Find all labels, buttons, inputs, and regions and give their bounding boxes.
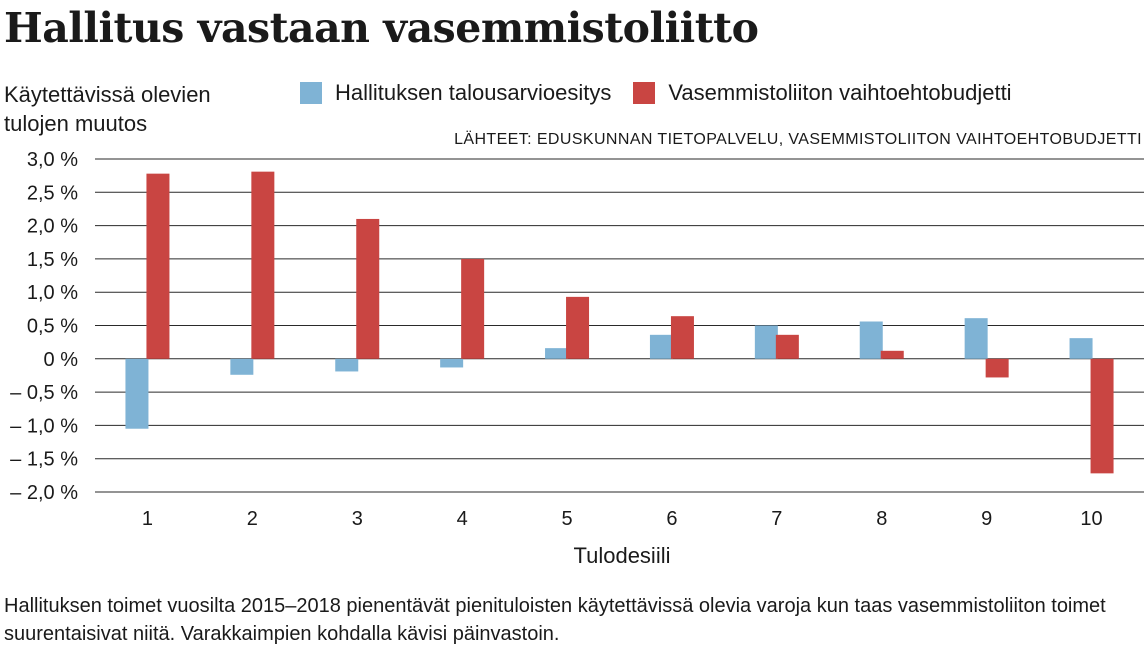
legend-item-left-alliance: Vasemmistoliiton vaihtoehtobudjetti xyxy=(633,80,1012,106)
legend-label-government: Hallituksen talousarvioesitys xyxy=(335,80,612,105)
y-tick-label: – 0,5 % xyxy=(10,382,78,404)
y-tick-label: 0 % xyxy=(44,349,79,371)
bar-left-alliance xyxy=(1090,358,1114,474)
y-axis-label: Käytettävissä olevien tulojen muutos xyxy=(4,80,211,138)
x-tick-label: 8 xyxy=(876,508,887,530)
x-tick-label: 6 xyxy=(666,508,677,530)
legend-swatch-left-alliance xyxy=(633,82,656,104)
x-tick-label: 2 xyxy=(247,508,258,530)
y-tick-label: – 1,5 % xyxy=(10,449,78,471)
bar-government xyxy=(230,358,254,375)
caption: Hallituksen toimet vuosilta 2015–2018 pi… xyxy=(4,595,1106,645)
bar-left-alliance xyxy=(880,350,904,359)
y-tick-label: – 2,0 % xyxy=(10,482,78,504)
bar-left-alliance xyxy=(146,173,170,359)
x-tick-label: 4 xyxy=(457,508,468,530)
x-tick-label: 1 xyxy=(142,508,153,530)
bar-left-alliance xyxy=(251,171,275,359)
legend-label-left-alliance: Vasemmistoliiton vaihtoehtobudjetti xyxy=(668,80,1012,105)
x-tick-label: 3 xyxy=(352,508,363,530)
bar-government xyxy=(649,334,673,359)
x-tick-label: 9 xyxy=(981,508,992,530)
x-tick-label: 5 xyxy=(561,508,572,530)
x-tick-labels: 1 2 3 4 5 6 7 8 9 10 xyxy=(142,508,1103,530)
bar-government xyxy=(964,318,988,359)
x-tick-label: 10 xyxy=(1080,508,1102,530)
y-tick-labels: 3,0 % 2,5 % 2,0 % 1,5 % 1,0 % 0,5 % 0 % – 0,5 %… xyxy=(10,149,78,504)
y-axis-label-line-1: Käytettävissä olevien xyxy=(4,82,211,107)
bar-government xyxy=(125,358,149,429)
chart-title: Hallitus vastaan vasemmistoliitto xyxy=(4,4,759,52)
y-axis-label-line-2: tulojen muutos xyxy=(4,111,148,136)
bar-government xyxy=(859,321,883,359)
bar-left-alliance xyxy=(356,218,380,359)
bar-left-alliance xyxy=(985,358,1009,378)
legend-swatch-government xyxy=(300,82,322,104)
source-note: LÄHTEET: EDUSKUNNAN TIETOPALVELU, VASEMM… xyxy=(454,131,1142,148)
y-tick-label: 1,5 % xyxy=(27,249,78,271)
bar-government xyxy=(335,358,359,372)
bar-government xyxy=(545,348,569,359)
bar-left-alliance xyxy=(461,258,485,359)
y-tick-label: 3,0 % xyxy=(27,149,78,171)
y-tick-label: 0,5 % xyxy=(27,316,78,338)
bar-left-alliance xyxy=(775,334,799,359)
bar-government xyxy=(440,358,464,368)
legend: Hallituksen talousarvioesitys Vasemmisto… xyxy=(300,80,1034,106)
y-tick-label: 2,0 % xyxy=(27,216,78,238)
bars xyxy=(125,171,1114,474)
x-tick-label: 7 xyxy=(771,508,782,530)
bar-left-alliance xyxy=(670,316,694,359)
y-tick-label: – 1,0 % xyxy=(10,415,78,437)
y-tick-label: 2,5 % xyxy=(27,182,78,204)
legend-item-government: Hallituksen talousarvioesitys xyxy=(300,80,611,106)
x-axis-label: Tulodesiili xyxy=(573,543,670,568)
bar-left-alliance xyxy=(566,296,590,359)
bar-government xyxy=(754,325,778,359)
bar-government xyxy=(1069,338,1093,359)
y-tick-label: 1,0 % xyxy=(27,282,78,304)
